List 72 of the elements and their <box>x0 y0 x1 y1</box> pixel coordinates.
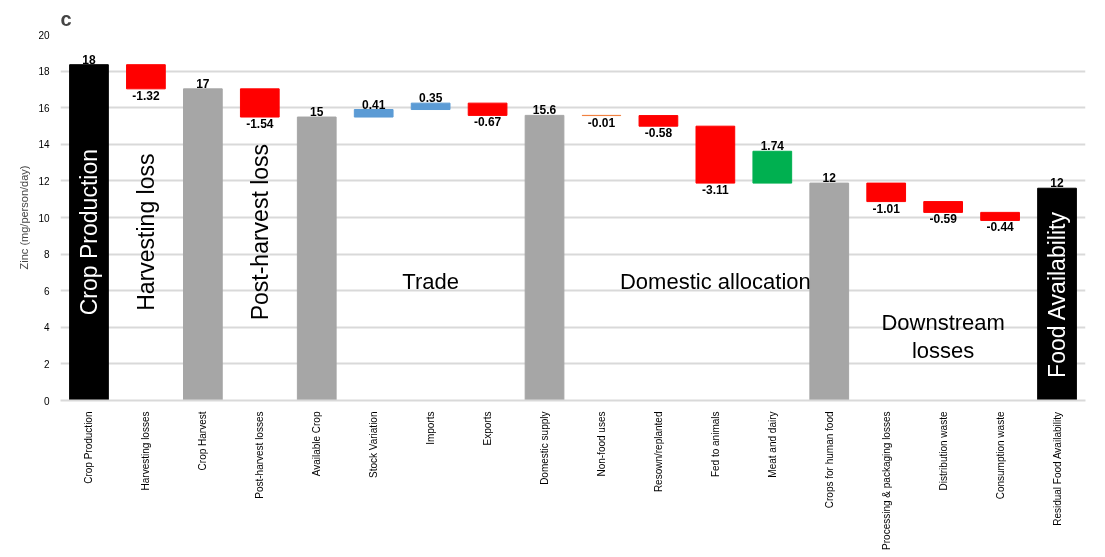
annotation: Downstream losses <box>881 309 1005 364</box>
data-label: -3.11 <box>702 183 730 198</box>
y-tick-label: 18 <box>38 66 50 78</box>
y-tick-label: 16 <box>38 102 50 114</box>
bar <box>239 88 280 118</box>
annotation: Trade <box>402 269 459 295</box>
annotation: Post-harvest loss <box>246 143 273 321</box>
x-tick-label: Domestic supply <box>539 411 551 485</box>
x-tick-label: Meat and dairy <box>766 411 778 478</box>
x-tick-label: Non-food uses <box>595 411 607 477</box>
annotation: Domestic allocation <box>619 269 811 295</box>
x-tick-label: Distribution waste <box>937 411 949 491</box>
data-label: 1.74 <box>760 139 785 154</box>
x-tick-label: Crops for human food <box>823 411 835 509</box>
data-label: -0.67 <box>473 115 502 130</box>
data-label: 12 <box>822 171 837 186</box>
bar <box>638 115 679 127</box>
bar <box>980 211 1020 221</box>
bar <box>752 150 793 184</box>
bar <box>467 102 508 116</box>
y-tick-label: 2 <box>43 358 50 370</box>
data-label: 0.35 <box>418 91 443 106</box>
x-tick-label: Crop Harvest <box>197 411 209 471</box>
data-label: -1.01 <box>872 201 901 216</box>
bar <box>296 116 337 401</box>
bar <box>183 88 223 401</box>
bar <box>524 114 565 401</box>
x-tick-label: Processing & packaging losses <box>880 411 892 550</box>
bar <box>126 64 166 90</box>
y-tick-label: 8 <box>43 249 50 261</box>
annotation: Harvesting loss <box>132 153 159 311</box>
data-label: -0.01 <box>587 115 616 130</box>
annotation: Food Availability <box>1044 211 1071 378</box>
x-tick-label: Available Crop <box>311 411 323 477</box>
x-tick-label: Post-harvest losses <box>254 411 266 499</box>
x-tick-label: Harvesting losses <box>140 411 152 491</box>
bar <box>809 182 850 401</box>
y-tick-label: 6 <box>43 285 50 297</box>
x-tick-label: Residual Food Availability <box>1051 412 1063 526</box>
data-label: 18 <box>82 52 96 67</box>
x-tick-label: Fed to animals <box>709 411 721 478</box>
data-label: 0.41 <box>362 97 386 112</box>
bar <box>353 109 394 118</box>
text: c <box>60 7 72 30</box>
x-tick-label: Imports <box>425 411 437 445</box>
annotation: Crop Production <box>75 149 102 316</box>
y-tick-label: 12 <box>38 175 50 187</box>
bar <box>866 182 907 203</box>
data-label: 15.6 <box>532 103 557 118</box>
data-label: 17 <box>196 76 210 91</box>
y-tick-label: 20 <box>38 29 50 41</box>
data-label: -1.32 <box>132 88 160 103</box>
bar <box>69 64 109 401</box>
data-label: -0.58 <box>644 126 673 141</box>
data-label: -0.44 <box>986 220 1015 235</box>
x-tick-label: Exports <box>482 411 494 446</box>
data-label: 12 <box>1050 176 1065 191</box>
data-label: -1.54 <box>246 117 274 132</box>
y-tick-label: 0 <box>43 395 50 407</box>
y-tick-label: 14 <box>38 139 50 151</box>
y-axis-title: Zinc (mg/person/day) <box>18 165 31 270</box>
bar <box>410 102 451 111</box>
bar <box>923 201 963 213</box>
x-tick-label: Stock Variation <box>368 411 380 479</box>
data-label: -0.59 <box>929 212 958 227</box>
x-tick-label: Consumption waste <box>994 411 1006 500</box>
y-tick-label: 4 <box>43 322 50 334</box>
x-tick-label: Resown/replanted <box>652 411 664 493</box>
x-tick-label: Crop Production <box>83 411 95 484</box>
data-label: 15 <box>310 105 324 120</box>
y-tick-label: 10 <box>38 212 50 224</box>
bar <box>695 125 736 184</box>
